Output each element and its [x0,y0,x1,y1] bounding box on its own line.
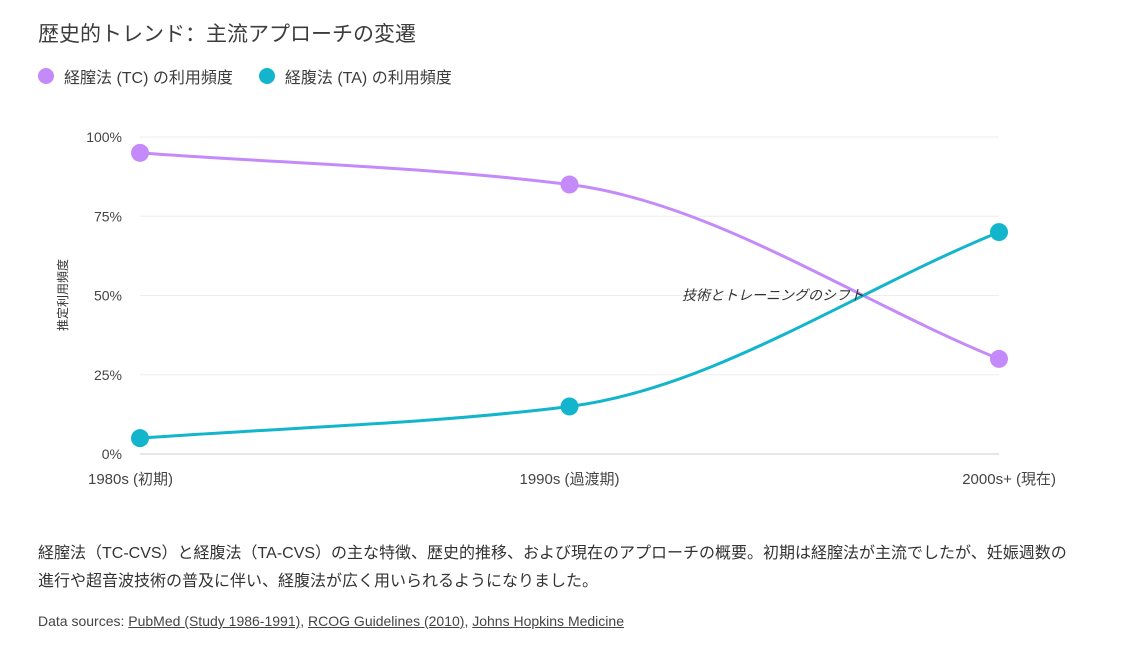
data-point [990,223,1008,242]
data-point [990,349,1008,368]
y-axis-label: 推定利用頻度 [55,259,70,331]
x-tick-label: 2000s+ (現在) [962,471,1056,488]
legend-item-ta[interactable]: 経腹法 (TA) の利用頻度 [258,64,452,88]
data-sources: Data sources: PubMed (Study 1986-1991), … [38,613,624,629]
legend-label-ta: 経腹法 (TA) の利用頻度 [284,70,452,87]
sources-prefix: Data sources: [38,613,129,629]
legend-label-tc: 経膣法 (TC) の利用頻度 [64,70,233,87]
y-tick-label: 75% [94,208,122,224]
data-point [560,397,579,416]
y-tick-label: 100% [86,129,122,145]
data-point [560,175,579,194]
annotation: 技術とトレーニングのシフト [682,287,864,303]
x-tick-label: 1990s (過渡期) [519,471,619,488]
legend-item-tc[interactable]: 経膣法 (TC) の利用頻度 [38,64,233,88]
legend: 経膣法 (TC) の利用頻度 経腹法 (TA) の利用頻度 [38,64,452,88]
chart-title: 歴史的トレンド：主流アプローチの変遷 [38,23,416,46]
y-tick-label: 50% [94,288,122,304]
line-chart: 0% 25% 50% 75% 100% 1980s (初期) 1990s (過渡期) 2000… [55,129,1056,488]
data-point [131,429,149,448]
data-point [131,143,149,162]
y-tick-label: 25% [94,367,122,383]
legend-swatch-ta [258,68,275,84]
source-link-hopkins[interactable]: Johns Hopkins Medicine [472,613,624,629]
source-link-pubmed[interactable]: PubMed (Study 1986-1991) [128,613,301,629]
legend-swatch-tc [38,68,54,84]
source-link-rcog[interactable]: RCOG Guidelines (2010) [308,613,465,629]
y-tick-label: 0% [102,446,122,462]
x-tick-label: 1980s (初期) [88,471,173,488]
chart-description: 経膣法（TC-CVS）と経腹法（TA-CVS）の主な特徴、歴史的推移、および現在… [38,545,1067,590]
